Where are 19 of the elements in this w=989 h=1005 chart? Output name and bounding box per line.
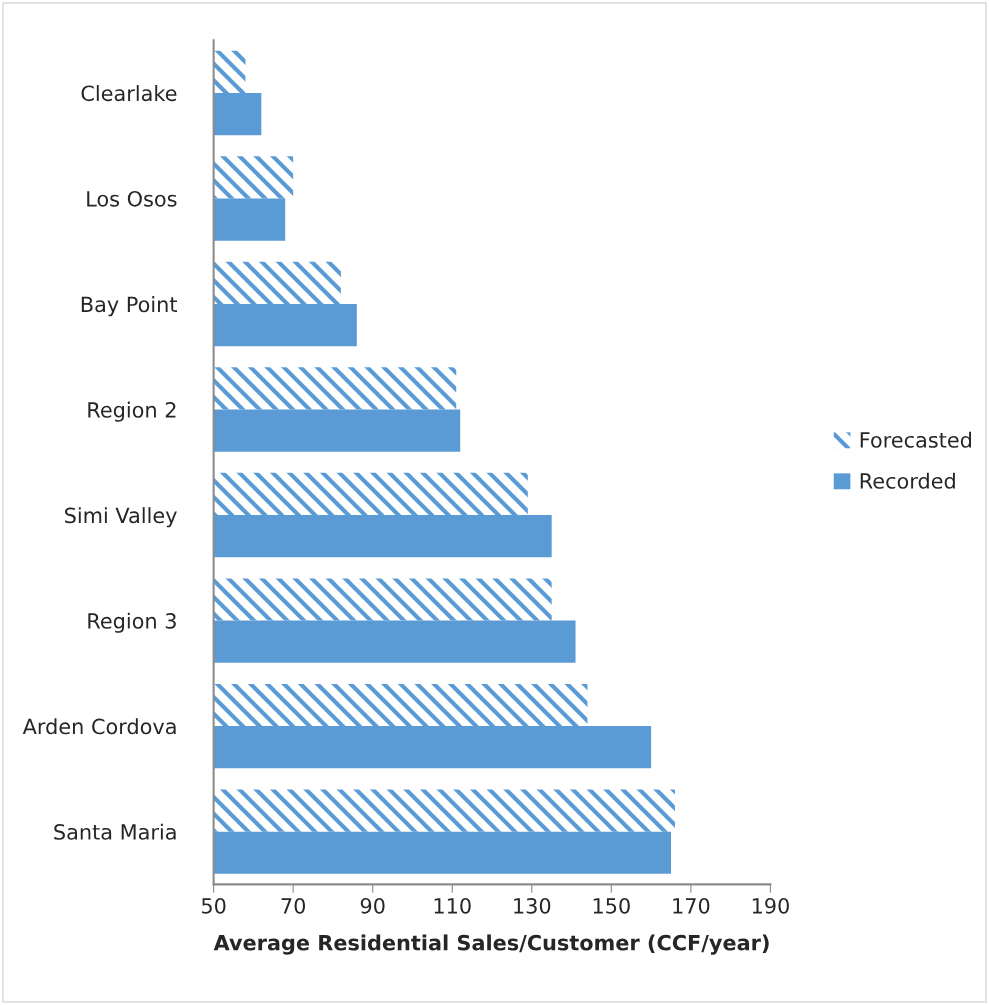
y-tick-label: Santa Maria bbox=[54, 823, 176, 840]
x-axis-title: Average Residential Sales/Customer (CCF/year) bbox=[213, 934, 769, 955]
x-tick-label: 90 bbox=[360, 897, 385, 914]
legend-label: Recorded bbox=[860, 472, 955, 489]
y-tick-label: Simi Valley bbox=[65, 507, 177, 528]
x-tick-label: 170 bbox=[673, 897, 710, 914]
legend-label: Forecasted bbox=[860, 431, 972, 448]
y-tick-label: Region 2 bbox=[88, 401, 176, 422]
y-tick-label: Arden Cordova bbox=[22, 718, 176, 735]
x-tick-label: 130 bbox=[514, 897, 551, 914]
x-tick-label: 190 bbox=[752, 897, 789, 914]
x-tick-label: 150 bbox=[593, 897, 630, 914]
y-tick-label: Los Osos bbox=[87, 190, 177, 207]
x-tick-label: 50 bbox=[201, 897, 226, 914]
x-tick-label: 70 bbox=[281, 897, 306, 914]
y-tick-label: Clearlake bbox=[81, 85, 177, 102]
y-tick-label: Bay Point bbox=[81, 296, 178, 317]
y-tick-label: Region 3 bbox=[88, 612, 176, 633]
x-tick-label: 110 bbox=[434, 897, 471, 914]
